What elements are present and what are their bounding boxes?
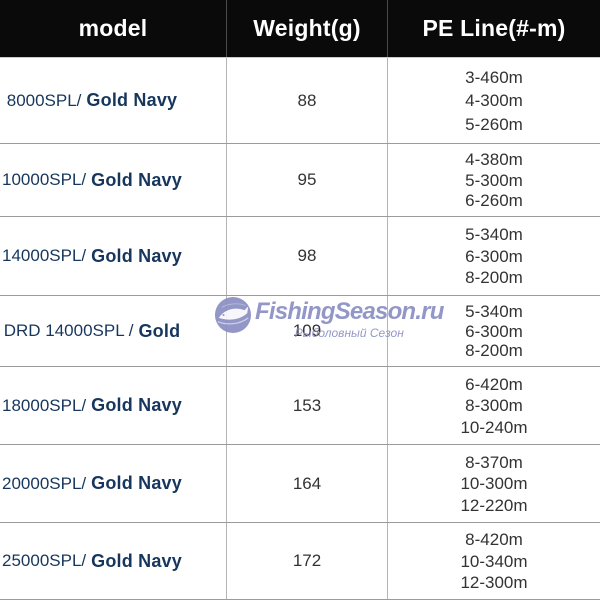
pe-line-value: 8-200m: [465, 268, 523, 288]
pe-line-value: 5-340m: [465, 301, 523, 321]
pe-line-value: 8-370m: [465, 452, 523, 472]
pe-line-value: 8-420m: [465, 530, 523, 550]
pe-line-value: 6-420m: [465, 374, 523, 394]
pe-line-value: 12-220m: [460, 495, 528, 515]
model-cell: 25000SPL/ Gold Navy: [0, 523, 227, 599]
pe-line-value: 4-300m: [465, 91, 523, 110]
table-row: DRD 14000SPL / Gold 109 5-340m 6-300m 8-…: [0, 296, 600, 367]
pe-line-values: 8-370m 10-300m 12-220m: [388, 445, 600, 522]
model-cell: DRD 14000SPL / Gold: [0, 296, 227, 366]
model-number: 14000SPL/: [2, 246, 87, 265]
model-cell: 18000SPL/ Gold Navy: [0, 367, 227, 444]
globe-fish-icon: [214, 296, 252, 334]
header-cell-pe-line: PE Line(#-m): [422, 15, 566, 41]
pe-line-value: 3-460m: [465, 67, 523, 87]
model-number: 18000SPL/: [2, 395, 87, 415]
pe-line-values: 4-380m 5-300m 6-260m: [388, 144, 600, 216]
weight-value: 95: [227, 144, 388, 216]
model-cell: 20000SPL/ Gold Navy: [0, 445, 227, 522]
watermark-subtitle: Рыболовный Сезон: [294, 326, 404, 340]
pe-line-values: 5-340m 6-300m 8-200m: [388, 296, 600, 366]
table-row: 20000SPL/ Gold Navy 164 8-370m 10-300m 1…: [0, 445, 600, 523]
weight-value: 98: [227, 217, 388, 295]
pe-line-values: 8-420m 10-340m 12-300m: [388, 523, 600, 599]
pe-line-values: 3-460m 4-300m 5-260m: [388, 58, 600, 143]
table-header: model Weight(g) PE Line(#-m): [0, 0, 600, 58]
model-variant: Gold Navy: [91, 550, 182, 571]
model-cell: 8000SPL/ Gold Navy: [0, 58, 227, 143]
weight-value: 172: [227, 523, 388, 599]
watermark-text: FishingSeason.ru Рыболовный Сезон: [255, 298, 444, 340]
pe-line-value: 10-340m: [460, 551, 528, 571]
table-row: 25000SPL/ Gold Navy 172 8-420m 10-340m 1…: [0, 523, 600, 600]
watermark-title: FishingSeason.ru: [255, 298, 444, 325]
watermark: FishingSeason.ru Рыболовный Сезон: [214, 296, 444, 339]
table-row: 8000SPL/ Gold Navy 88 3-460m 4-300m 5-26…: [0, 58, 600, 144]
model-variant: Gold: [138, 320, 181, 341]
pe-line-value: 6-260m: [465, 190, 523, 210]
weight-value: 109: [227, 296, 388, 366]
weight-value: 153: [227, 367, 388, 444]
pe-line-value: 5-300m: [465, 170, 523, 190]
header-cell-model: model: [0, 0, 227, 57]
model-variant: Gold Navy: [86, 90, 178, 110]
model-cell: 14000SPL/ Gold Navy: [0, 217, 227, 295]
model-variant: Gold Navy: [91, 245, 182, 266]
model-variant: Gold Navy: [91, 169, 182, 190]
table-row: 18000SPL/ Gold Navy 153 6-420m 8-300m 10…: [0, 367, 600, 445]
pe-line-value: 5-260m: [465, 114, 523, 134]
table-row: 10000SPL/ Gold Navy 95 4-380m 5-300m 6-2…: [0, 144, 600, 217]
pe-line-value: 5-340m: [465, 224, 523, 244]
pe-line-values: 5-340m 6-300m 8-200m: [388, 217, 600, 295]
pe-line-value: 10-300m: [460, 474, 528, 493]
weight-value: 164: [227, 445, 388, 522]
model-variant: Gold Navy: [91, 395, 182, 415]
pe-line-value: 8-200m: [465, 341, 523, 361]
pe-line-value: 8-300m: [465, 396, 523, 415]
model-number: 25000SPL/: [2, 551, 87, 570]
pe-line-value: 6-300m: [465, 246, 523, 266]
weight-value: 88: [227, 58, 388, 143]
model-number: DRD 14000SPL /: [3, 321, 134, 340]
model-variant: Gold Navy: [91, 473, 182, 493]
table-row: 14000SPL/ Gold Navy 98 5-340m 6-300m 8-2…: [0, 217, 600, 296]
pe-line-values: 6-420m 8-300m 10-240m: [388, 367, 600, 444]
pe-line-value: 4-380m: [465, 150, 523, 170]
pe-line-value: 6-300m: [465, 321, 523, 341]
header-cell-weight: Weight(g): [227, 0, 388, 57]
model-number: 8000SPL/: [6, 90, 82, 110]
model-cell: 10000SPL/ Gold Navy: [0, 144, 227, 216]
model-number: 20000SPL/: [2, 473, 87, 493]
pe-line-value: 12-300m: [460, 572, 528, 592]
model-number: 10000SPL/: [2, 170, 87, 189]
pe-line-value: 10-240m: [460, 417, 528, 437]
